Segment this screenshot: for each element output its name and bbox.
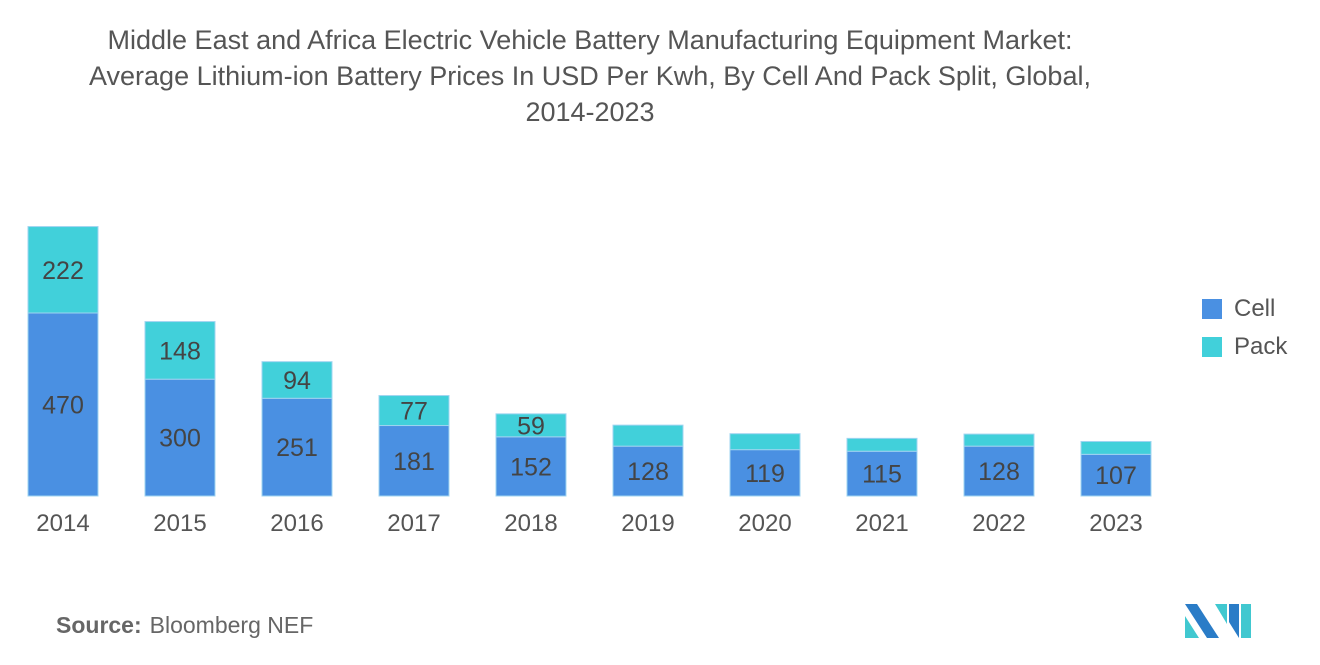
x-tick-label: 2015 <box>153 510 206 537</box>
data-label-cell-2016: 251 <box>276 434 318 462</box>
bar-cell-2021 <box>846 450 918 497</box>
x-tick-label: 2022 <box>972 510 1025 537</box>
data-label-cell-2015: 300 <box>159 425 201 453</box>
data-label-pack-2017: 77 <box>400 398 428 426</box>
legend-swatch-cell <box>1202 299 1222 319</box>
bar-cell-2015 <box>144 378 216 497</box>
bar-pack-2016 <box>261 361 333 399</box>
bar-cell-2023 <box>1080 453 1152 497</box>
data-label-pack-2018: 59 <box>517 412 545 440</box>
bar-cell-2019 <box>612 445 684 497</box>
bar-pack-2023 <box>1080 440 1152 455</box>
x-tick-label: 2016 <box>270 510 323 537</box>
data-label-cell-2021: 115 <box>862 461 902 489</box>
bar-pack-2017 <box>378 395 450 427</box>
x-tick-label: 2020 <box>738 510 791 537</box>
bar-pack-2019 <box>612 424 684 447</box>
x-tick-label: 2023 <box>1089 510 1142 537</box>
bar-pack-2014 <box>27 226 99 314</box>
legend: Cell Pack <box>1202 290 1287 366</box>
bar-pack-2018 <box>495 413 567 438</box>
data-label-cell-2018: 152 <box>510 453 552 481</box>
x-tick-label: 2019 <box>621 510 674 537</box>
data-label-cell-2019: 128 <box>627 458 669 486</box>
bar-cell-2014 <box>27 312 99 497</box>
bar-pack-2022 <box>963 433 1035 447</box>
chart-title: Middle East and Africa Electric Vehicle … <box>89 25 1091 127</box>
data-label-pack-2014: 222 <box>42 257 84 285</box>
bar-cell-2020 <box>729 449 801 497</box>
data-label-cell-2020: 119 <box>745 460 785 488</box>
data-label-cell-2023: 107 <box>1095 462 1137 490</box>
bar-pack-2015 <box>144 321 216 380</box>
x-tick-label: 2014 <box>36 510 89 537</box>
data-label-cell-2022: 128 <box>978 458 1020 486</box>
bar-cell-2016 <box>261 397 333 497</box>
bar-pack-2020 <box>729 433 801 451</box>
source-note: Source: Bloomberg NEF <box>56 612 314 638</box>
data-label-pack-2016: 94 <box>283 367 311 395</box>
bar-cell-2022 <box>963 445 1035 497</box>
legend-item-cell: Cell <box>1202 290 1287 328</box>
legend-swatch-pack <box>1202 337 1222 357</box>
x-tick-label: 2018 <box>504 510 557 537</box>
x-tick-label: 2017 <box>387 510 440 537</box>
legend-item-pack: Pack <box>1202 328 1287 366</box>
data-label-cell-2017: 181 <box>393 448 435 476</box>
bar-pack-2021 <box>846 437 918 452</box>
data-label-pack-2015: 148 <box>159 337 201 365</box>
bar-cell-2018 <box>495 436 567 497</box>
brand-logo <box>1185 604 1251 638</box>
x-tick-label: 2021 <box>855 510 908 537</box>
data-label-cell-2014: 470 <box>42 392 84 420</box>
